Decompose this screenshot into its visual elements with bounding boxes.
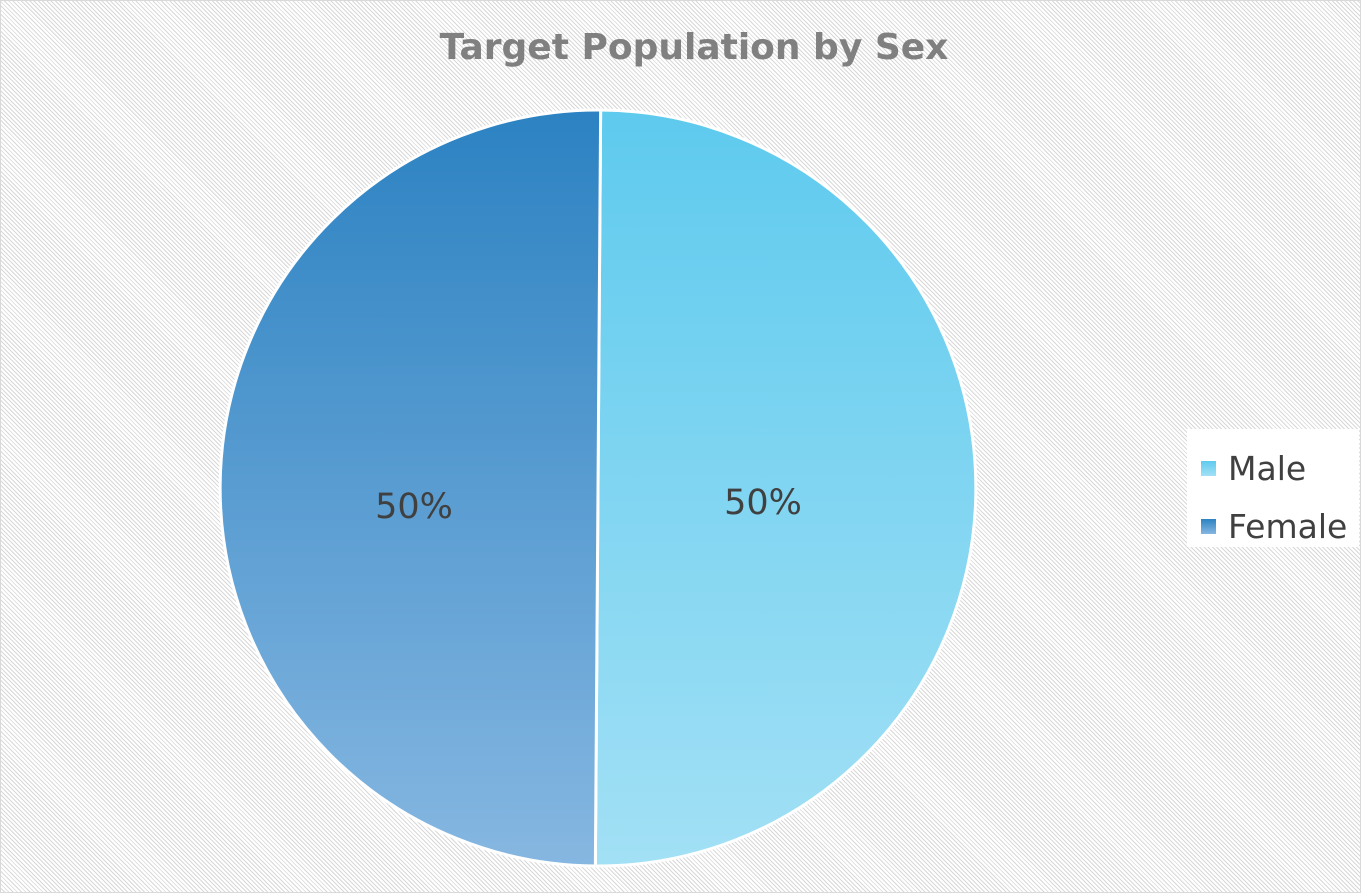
legend-swatch-female [1201,518,1216,534]
pie-slice-female [218,108,603,868]
data-label-male: 50% [724,483,802,523]
legend: Male Female [1187,429,1359,547]
chart-title: Target Population by Sex [439,27,949,68]
legend-label-male: Male [1228,448,1307,488]
legend-item-male: Male [1201,439,1359,497]
data-label-female: 50% [375,487,453,527]
legend-label-female: Female [1228,506,1348,546]
legend-item-female: Female [1201,497,1359,555]
pie-slice-male [593,108,978,868]
legend-swatch-male [1201,460,1216,476]
